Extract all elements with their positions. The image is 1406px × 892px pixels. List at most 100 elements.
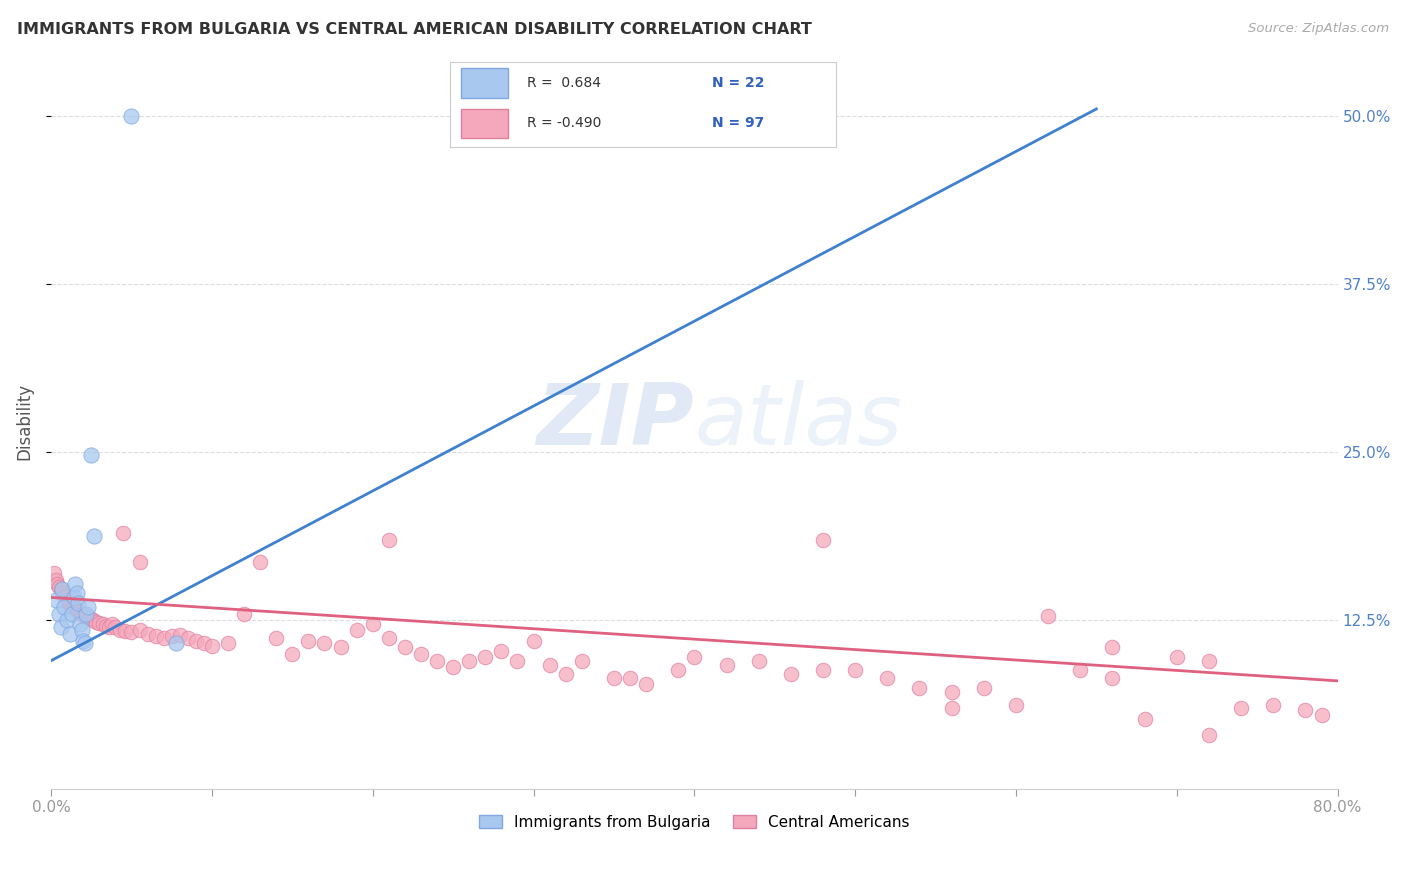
Point	[108, 623, 131, 637]
Point	[52, 599, 75, 614]
Point	[56, 613, 79, 627]
Point	[44, 566, 66, 581]
Point	[89, 615, 111, 630]
Point	[114, 624, 136, 638]
Point	[59, 597, 82, 611]
Point	[166, 636, 188, 650]
Point	[75, 607, 97, 621]
Point	[1166, 649, 1188, 664]
Point	[426, 654, 449, 668]
Point	[58, 596, 80, 610]
Point	[811, 533, 834, 547]
Point	[1133, 712, 1156, 726]
Point	[506, 654, 529, 668]
Point	[73, 636, 96, 650]
Point	[77, 599, 100, 614]
Point	[619, 671, 641, 685]
Point	[441, 660, 464, 674]
Point	[636, 676, 658, 690]
Point	[522, 633, 544, 648]
Point	[779, 667, 801, 681]
Point	[46, 577, 69, 591]
Point	[128, 556, 150, 570]
Point	[79, 610, 101, 624]
Point	[66, 602, 89, 616]
Text: ZIP: ZIP	[537, 380, 695, 463]
Point	[121, 625, 143, 640]
Point	[1263, 698, 1285, 712]
Point	[60, 607, 83, 621]
Point	[201, 639, 224, 653]
Point	[458, 654, 481, 668]
Point	[160, 630, 183, 644]
Point	[75, 609, 97, 624]
Point	[1230, 700, 1253, 714]
Point	[1198, 728, 1220, 742]
Point	[1101, 640, 1123, 655]
Point	[491, 644, 513, 658]
Point	[973, 681, 995, 695]
Point	[51, 586, 73, 600]
Point	[69, 617, 91, 632]
Point	[51, 582, 73, 597]
Point	[66, 586, 89, 600]
Point	[716, 657, 738, 672]
Point	[45, 593, 67, 607]
Point	[83, 528, 105, 542]
Point	[62, 591, 84, 605]
Point	[82, 613, 104, 627]
Point	[49, 582, 72, 597]
Point	[59, 627, 82, 641]
Point	[67, 596, 90, 610]
Point	[63, 601, 86, 615]
Text: atlas: atlas	[695, 380, 903, 463]
Point	[346, 623, 368, 637]
Text: Source: ZipAtlas.com: Source: ZipAtlas.com	[1249, 22, 1389, 36]
Point	[378, 631, 401, 645]
Point	[603, 671, 626, 685]
Legend: Immigrants from Bulgaria, Central Americans: Immigrants from Bulgaria, Central Americ…	[472, 809, 917, 836]
Point	[49, 620, 72, 634]
Point	[70, 607, 93, 621]
Point	[409, 647, 432, 661]
Point	[56, 593, 79, 607]
Point	[121, 109, 143, 123]
Point	[666, 663, 689, 677]
Point	[136, 627, 159, 641]
Point	[169, 628, 191, 642]
Point	[908, 681, 931, 695]
Point	[55, 591, 77, 605]
Point	[63, 577, 86, 591]
Point	[941, 684, 963, 698]
Point	[145, 630, 167, 644]
Point	[394, 640, 416, 655]
Point	[378, 533, 401, 547]
Point	[152, 631, 174, 645]
Point	[72, 633, 94, 648]
Point	[329, 640, 352, 655]
Point	[97, 620, 120, 634]
Point	[48, 580, 70, 594]
Point	[554, 667, 576, 681]
Point	[571, 654, 593, 668]
Point	[177, 631, 200, 645]
Point	[1069, 663, 1091, 677]
Point	[811, 663, 834, 677]
Text: IMMIGRANTS FROM BULGARIA VS CENTRAL AMERICAN DISABILITY CORRELATION CHART: IMMIGRANTS FROM BULGARIA VS CENTRAL AMER…	[17, 22, 811, 37]
Point	[361, 617, 384, 632]
Point	[297, 633, 319, 648]
Point	[1005, 698, 1028, 712]
Point	[72, 607, 94, 622]
Point	[48, 607, 70, 621]
Point	[941, 700, 963, 714]
Point	[748, 654, 770, 668]
Point	[193, 636, 215, 650]
Point	[281, 647, 304, 661]
Point	[1036, 609, 1059, 624]
Point	[84, 615, 107, 629]
Point	[1198, 654, 1220, 668]
Point	[474, 649, 496, 664]
Point	[112, 525, 135, 540]
Point	[80, 448, 103, 462]
Point	[67, 604, 90, 618]
